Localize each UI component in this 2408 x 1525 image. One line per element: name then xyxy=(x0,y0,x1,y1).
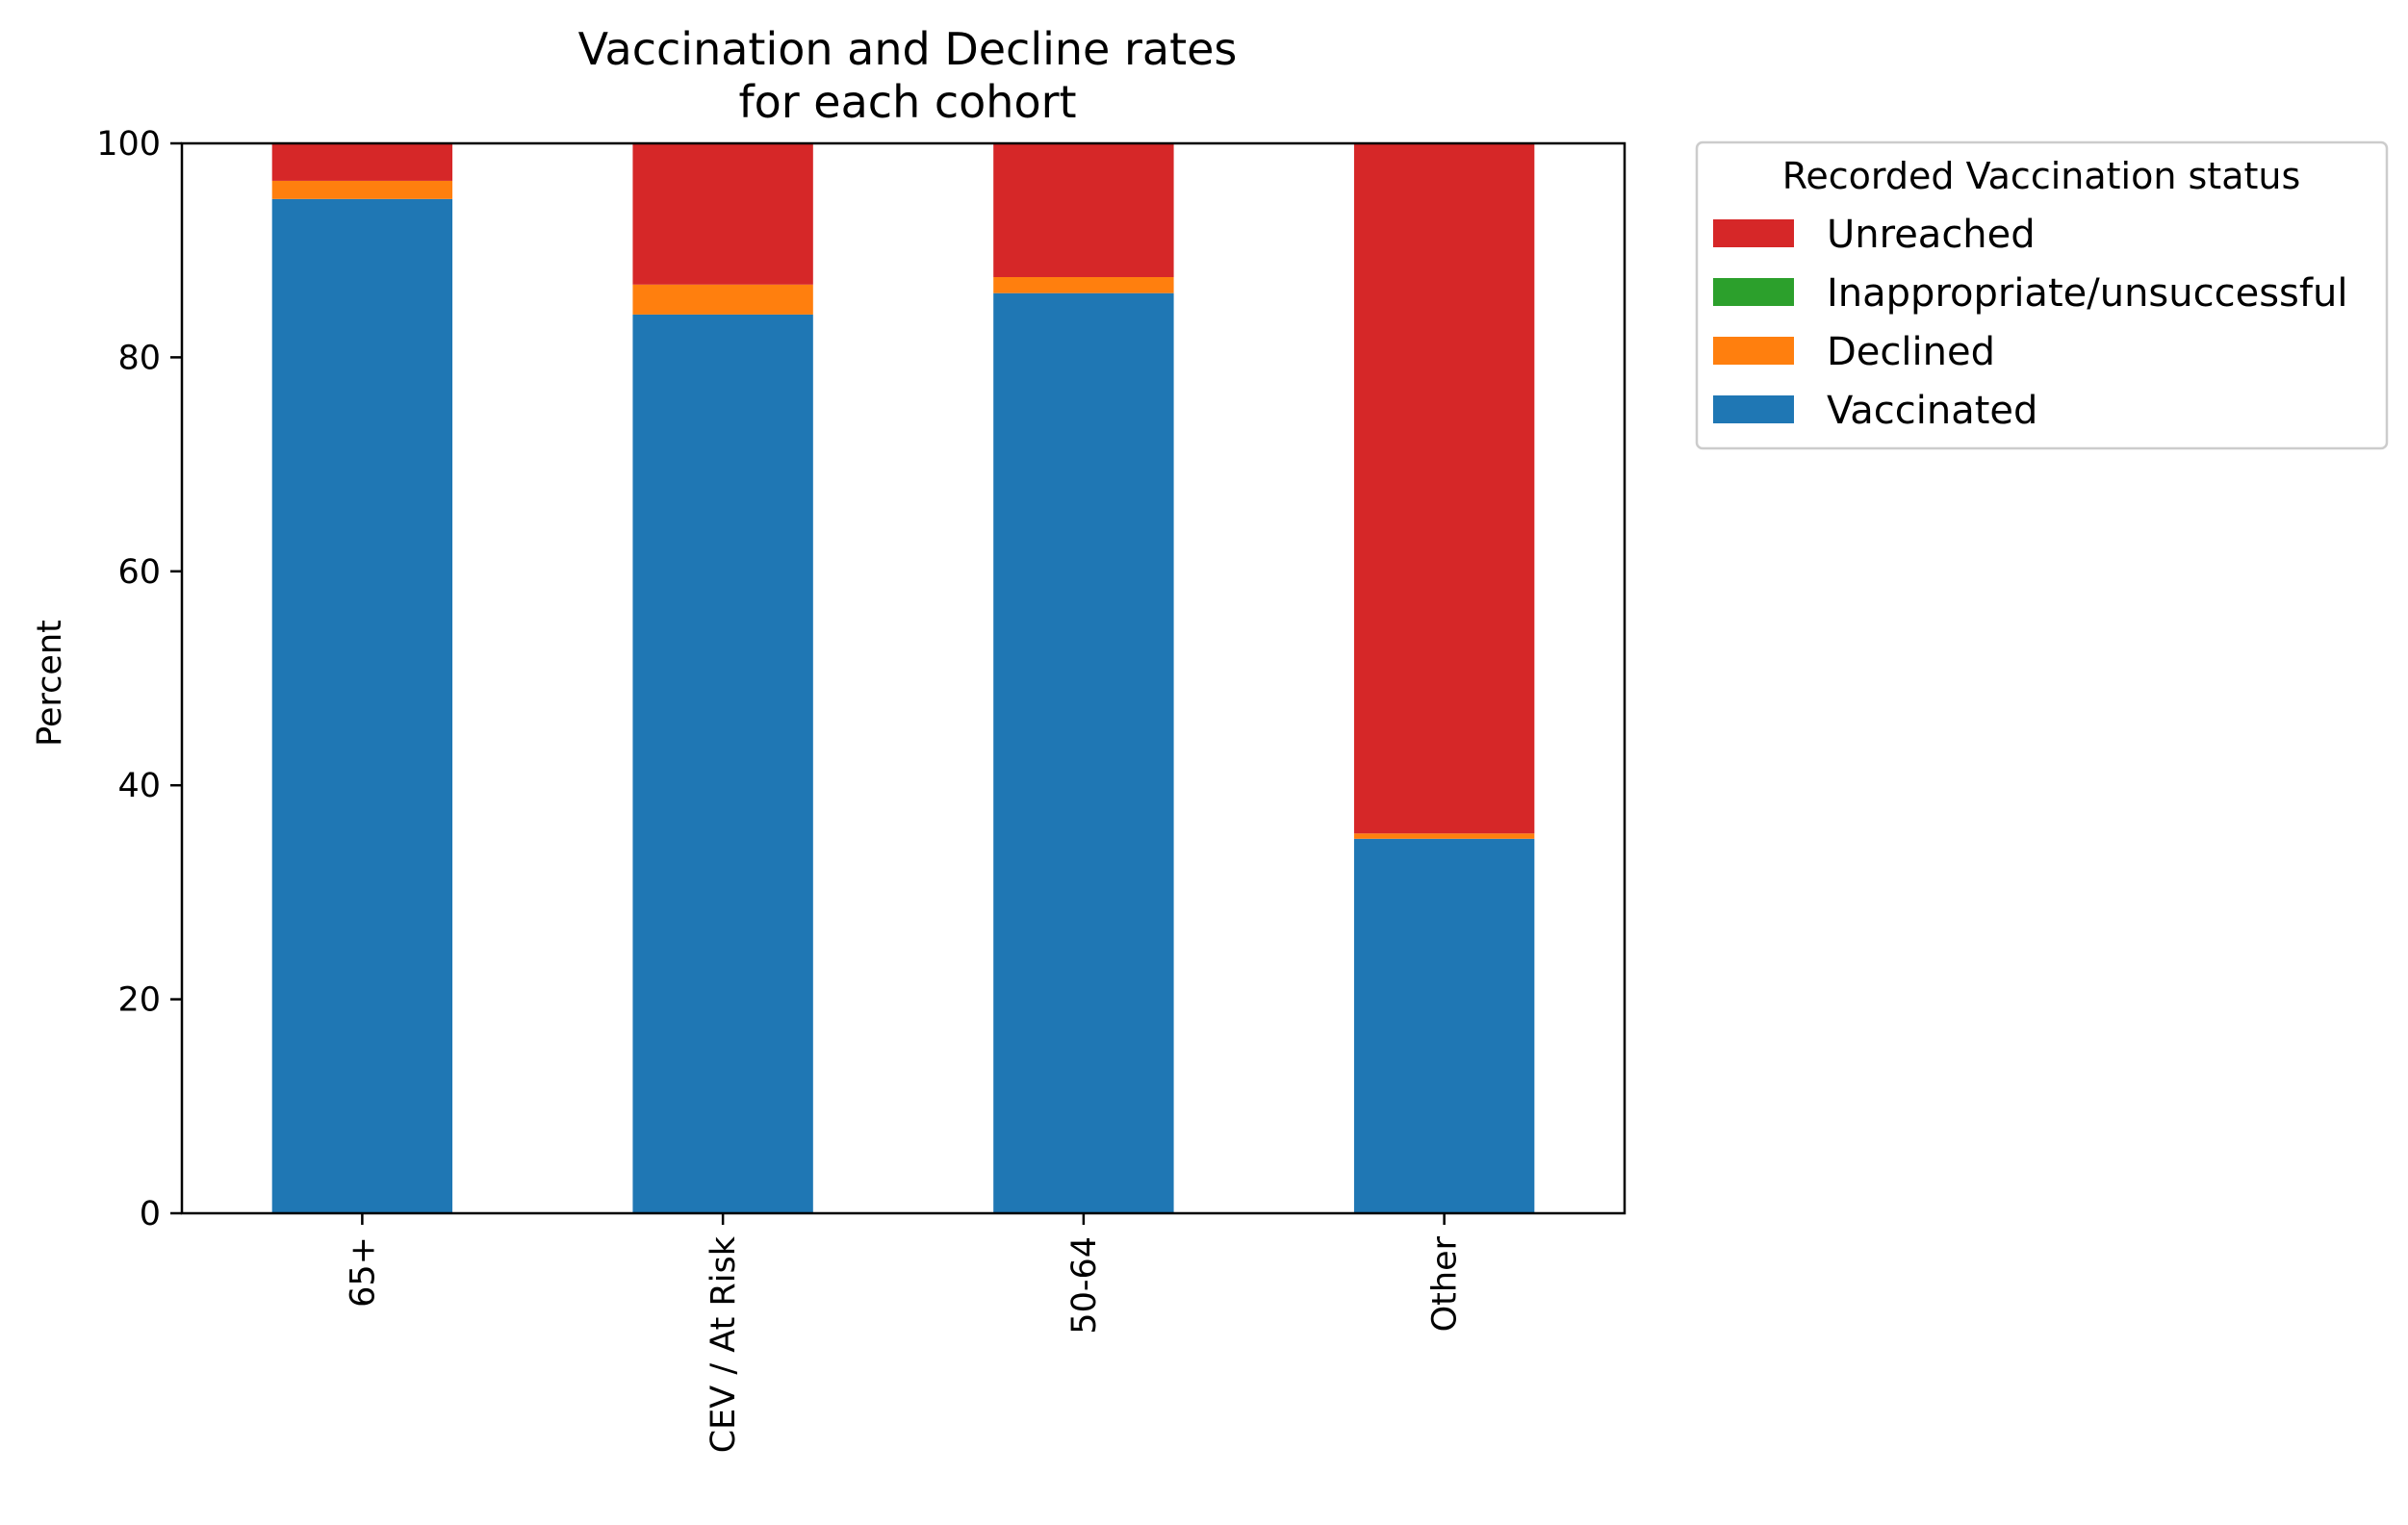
bar-65-unreached xyxy=(271,143,453,181)
legend-label-vaccinated: Vaccinated xyxy=(1827,389,2037,433)
bar-50-64-declined xyxy=(993,277,1174,293)
x-tick-label-50-64: 50-64 xyxy=(1065,1236,1104,1334)
legend-label-inappropriate-unsuccessful: Inappropriate/unsuccessful xyxy=(1827,271,2347,316)
bar-other-unreached xyxy=(1353,143,1535,834)
y-tick-label: 60 xyxy=(117,553,161,592)
bar-50-64-unreached xyxy=(993,143,1174,277)
legend-title: Recorded Vaccination status xyxy=(1782,155,2301,197)
x-tick-label-other: Other xyxy=(1426,1235,1465,1332)
y-axis: 0 20 40 60 80 100 xyxy=(96,125,182,1233)
bar-other-declined xyxy=(1353,833,1535,839)
bar-other-vaccinated xyxy=(1353,838,1535,1213)
bar-cev-at-risk-vaccinated xyxy=(632,314,813,1213)
legend-label-unreached: Unreached xyxy=(1827,213,2036,257)
legend-items: Unreached Inappropriate/unsuccessful Decli… xyxy=(1713,213,2347,433)
x-axis: 65+ CEV / At Risk 50-64 Other xyxy=(344,1213,1465,1453)
y-tick-label: 20 xyxy=(117,981,161,1020)
x-tick-label-cev-at-risk: CEV / At Risk xyxy=(704,1235,743,1453)
bar-65-declined xyxy=(271,180,453,199)
bars-group xyxy=(271,143,1535,1213)
y-tick-label: 0 xyxy=(140,1195,161,1233)
legend-swatch-inappropriate-unsuccessful xyxy=(1713,278,1794,306)
legend-box xyxy=(1695,140,2389,450)
y-axis-label: Percent xyxy=(31,620,69,747)
chart-title: Vaccination and Decline rates xyxy=(578,23,1238,75)
y-tick-label: 100 xyxy=(96,125,161,164)
bar-cev-at-risk-declined xyxy=(632,284,813,315)
legend-swatch-unreached xyxy=(1713,219,1794,247)
y-tick-label: 40 xyxy=(117,767,161,805)
bar-50-64-vaccinated xyxy=(993,292,1174,1213)
plot-frame xyxy=(180,141,1627,1215)
legend-label-declined: Declined xyxy=(1827,330,1995,374)
chart-subtitle: for each cohort xyxy=(738,76,1076,128)
bar-cev-at-risk-unreached xyxy=(632,143,813,285)
legend: Recorded Vaccination status Unreached Ina… xyxy=(1695,140,2389,450)
y-tick-label: 80 xyxy=(117,339,161,377)
legend-swatch-declined xyxy=(1713,337,1794,365)
x-tick-label-65: 65+ xyxy=(344,1236,382,1308)
bar-65-vaccinated xyxy=(271,198,453,1213)
legend-swatch-vaccinated xyxy=(1713,395,1794,423)
